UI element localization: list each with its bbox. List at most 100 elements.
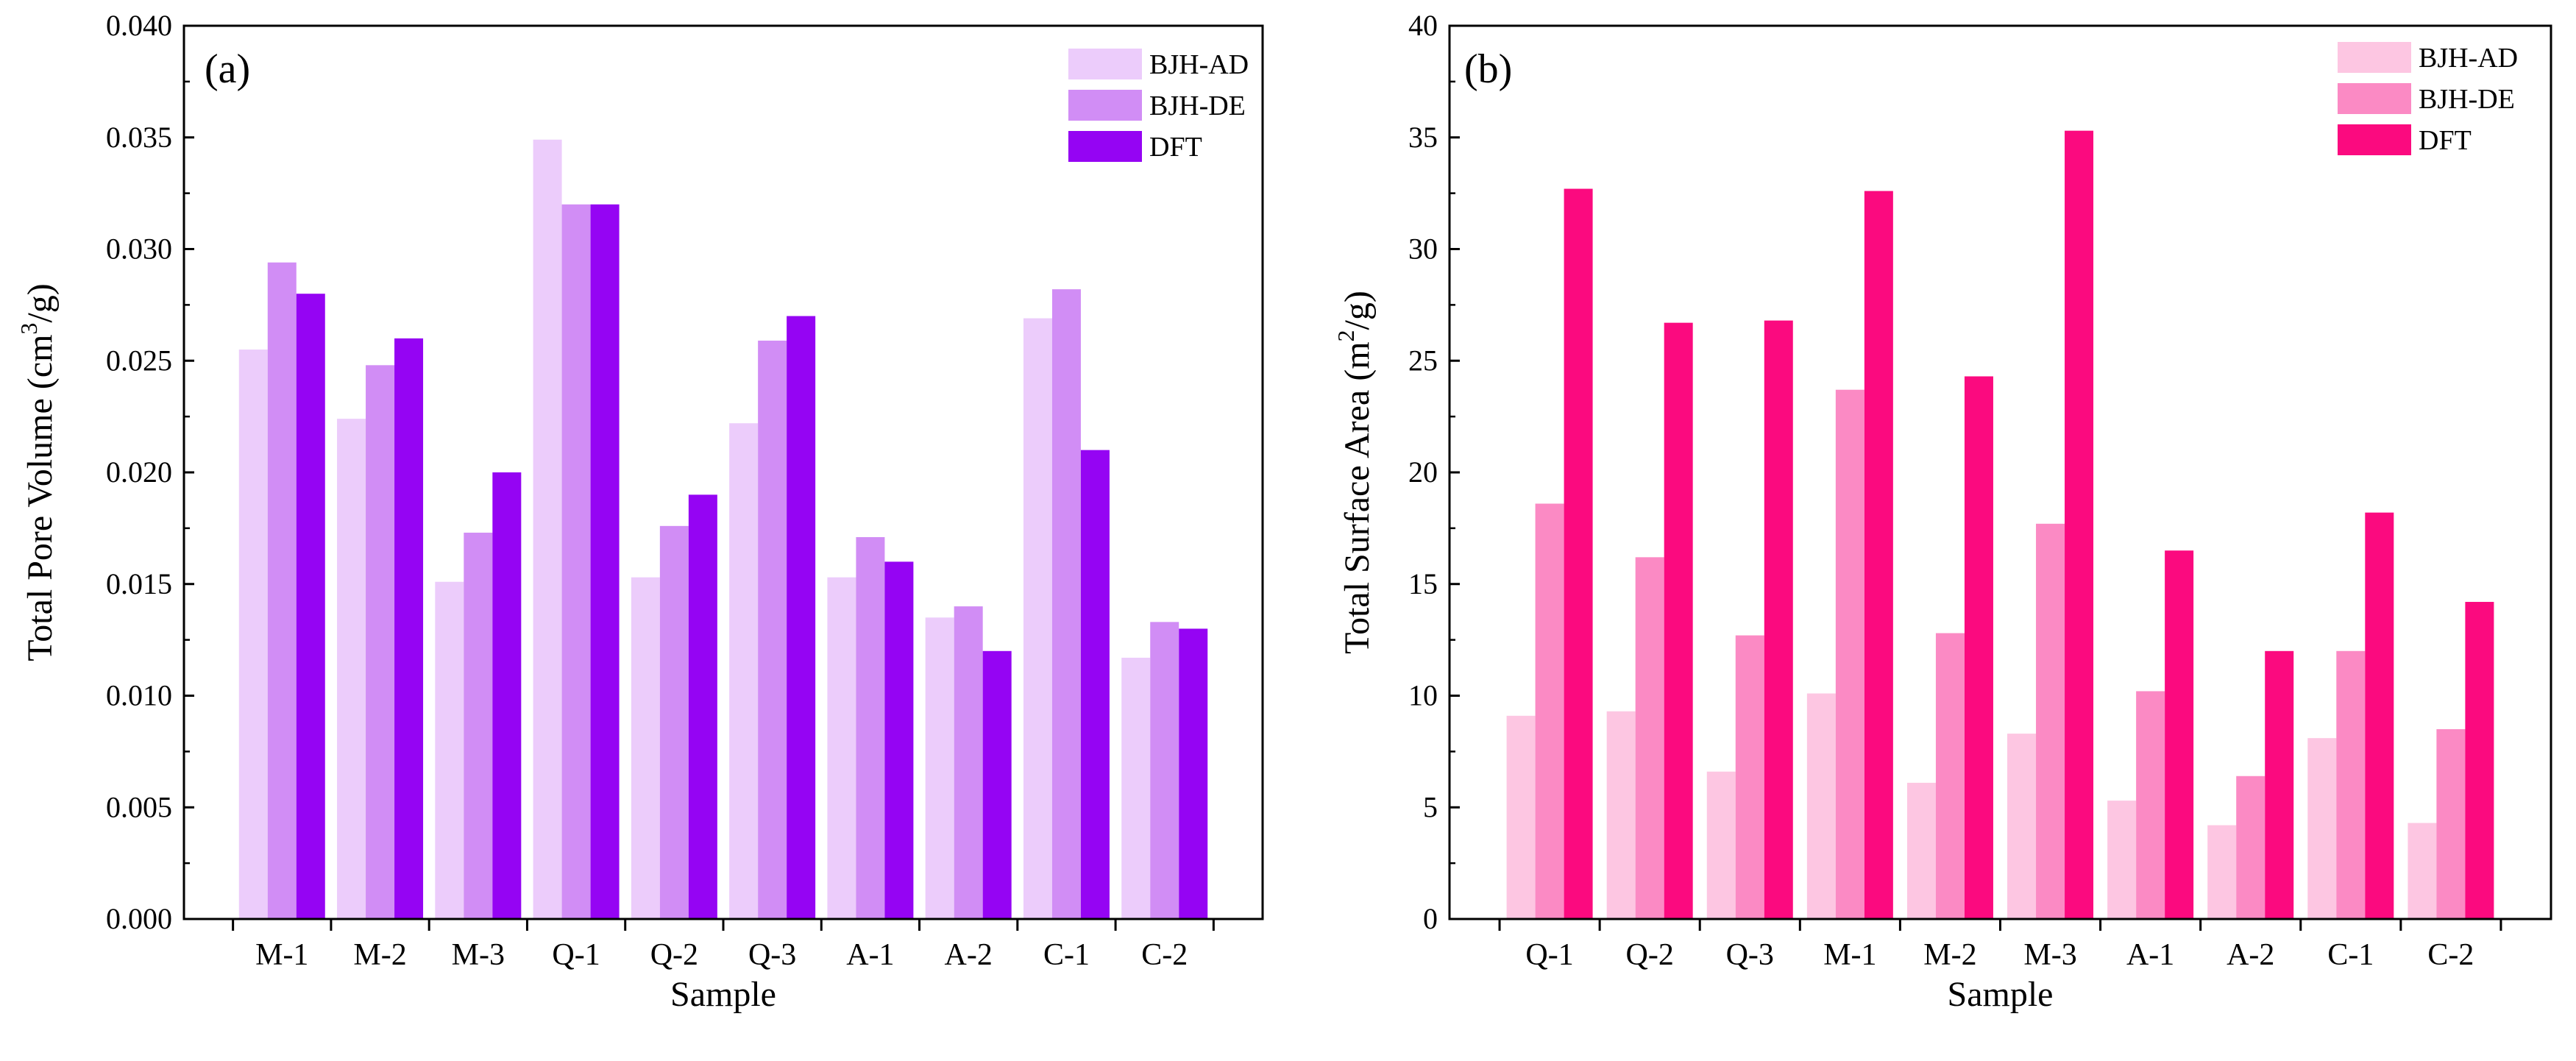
bar-dft-a-1 [2165, 550, 2194, 919]
bar-bjh-de-m-1 [267, 262, 297, 920]
y-axis-title: Total Pore Volume (cm3/g) [15, 283, 60, 661]
bar-bjh-de-q-1 [561, 204, 591, 919]
x-tick-label-m-1: M-1 [255, 938, 308, 972]
y-tick-label: 10 [1408, 679, 1438, 712]
y-axis-title-superscript: 3 [15, 323, 42, 335]
bar-bjh-ad-a-1 [2107, 801, 2137, 919]
y-axis-title-unit: /g) [21, 283, 60, 322]
y-tick-label: 30 [1408, 233, 1438, 266]
x-tick-label-q-2: Q-2 [1626, 938, 1674, 972]
bar-dft-m-1 [1864, 191, 1893, 920]
bar-bjh-de-c-2 [1150, 622, 1179, 919]
bar-bjh-ad-q-3 [1706, 771, 1736, 919]
legend-label-bjh-de: BJH-DE [1149, 91, 1246, 121]
legend: BJH-AD BJH-DE DFT [2338, 42, 2518, 156]
legend-label-dft: DFT [1149, 132, 1202, 163]
bar-bjh-de-q-1 [1535, 503, 1564, 919]
legend-label-dft: DFT [2419, 125, 2472, 156]
panel-label: (b) [1464, 46, 1512, 92]
bar-bjh-ad-m-3 [2007, 734, 2037, 919]
bar-bjh-de-c-1 [1051, 289, 1081, 919]
bar-dft-c-1 [2365, 512, 2394, 919]
bar-bjh-ad-a-1 [827, 577, 856, 919]
y-axis-title-main: Total Pore Volume (cm [21, 335, 60, 661]
x-tick-label-q-3: Q-3 [748, 938, 796, 972]
bar-bjh-de-q-2 [1635, 557, 1664, 919]
x-tick-label-c-1: C-1 [2327, 938, 2374, 972]
y-tick-label: 0.025 [106, 344, 172, 377]
bar-bjh-de-m-3 [2036, 523, 2065, 919]
legend-swatch-bjh-de [2338, 83, 2411, 114]
bar-bjh-ad-c-1 [2307, 738, 2337, 919]
bar-dft-q-1 [590, 204, 620, 919]
bar-bjh-ad-q-2 [1606, 711, 1636, 919]
x-tick-label-c-2: C-2 [1141, 938, 1188, 972]
y-axis-title-superscript: 2 [1333, 330, 1359, 341]
bar-dft-m-3 [2065, 130, 2094, 919]
y-tick-label: 40 [1408, 9, 1438, 42]
legend-swatch-bjh-ad [2338, 42, 2411, 73]
y-tick-label: 20 [1408, 455, 1438, 489]
bar-bjh-de-c-1 [2336, 650, 2366, 919]
bar-dft-m-3 [492, 472, 522, 919]
bar-bjh-ad-q-1 [533, 139, 562, 919]
legend-swatch-bjh-de [1068, 90, 1142, 121]
bar-dft-m-2 [394, 338, 424, 919]
y-tick-label: 25 [1408, 344, 1438, 377]
y-tick-label: 0.030 [106, 233, 172, 266]
y-tick-label: 0.020 [106, 455, 172, 489]
x-tick-label-q-2: Q-2 [650, 938, 698, 972]
bar-bjh-ad-m-2 [337, 419, 366, 919]
bar-bjh-ad-m-2 [1906, 782, 1936, 919]
x-tick-label-c-1: C-1 [1043, 938, 1090, 972]
x-axis-title: Sample [670, 975, 776, 1014]
bar-bjh-de-a-1 [856, 537, 885, 919]
y-tick-label: 0.005 [106, 790, 172, 823]
panel-a: 0.000 0.005 0.010 0.015 0.020 0.025 0.030 0.035… [15, 9, 1264, 1014]
y-axis-title-main: Total Surface Area (m [1338, 341, 1377, 653]
x-tick-label-q-3: Q-3 [1726, 938, 1774, 972]
x-tick-label-m-2: M-2 [353, 938, 406, 972]
bar-dft-c-2 [1179, 628, 1208, 919]
x-tick-label-a-1: A-1 [2126, 938, 2174, 972]
x-tick-label-a-1: A-1 [846, 938, 894, 972]
x-tick-label-q-1: Q-1 [552, 938, 600, 972]
bar-bjh-de-m-2 [366, 365, 395, 919]
y-tick-label: 0 [1423, 902, 1438, 935]
y-tick-label: 0.035 [106, 121, 172, 154]
bar-bjh-ad-a-2 [925, 617, 954, 919]
legend-label-bjh-ad: BJH-AD [2419, 43, 2518, 74]
bar-bjh-ad-m-1 [1806, 693, 1836, 919]
legend-swatch-bjh-ad [1068, 49, 1142, 79]
bar-dft-m-1 [296, 294, 325, 919]
x-axis-title: Sample [1948, 975, 2054, 1014]
x-tick-label-m-1: M-1 [1823, 938, 1876, 972]
panel-b: 0 5 10 15 20 25 30 35 40 Q-1 Q-2 Q-3 M-1 M-2 M-3 A-1 A-2… [1333, 9, 2552, 1014]
bar-bjh-de-a-2 [954, 606, 983, 919]
bar-bjh-de-c-2 [2436, 729, 2466, 919]
bar-bjh-de-a-2 [2236, 776, 2265, 919]
legend: BJH-AD BJH-DE DFT [1068, 49, 1249, 163]
bar-bjh-ad-c-2 [2408, 823, 2437, 919]
legend-label-bjh-de: BJH-DE [2419, 84, 2515, 115]
bar-bjh-ad-q-2 [631, 577, 660, 919]
x-tick-label-q-1: Q-1 [1525, 938, 1573, 972]
legend-swatch-dft [1068, 131, 1142, 162]
bar-dft-c-1 [1080, 450, 1110, 919]
bar-dft-q-2 [688, 494, 717, 919]
x-tick-label-c-2: C-2 [2427, 938, 2474, 972]
x-tick-label-m-3: M-3 [452, 938, 505, 972]
bar-dft-m-2 [1964, 376, 1993, 919]
x-tick-label-a-2: A-2 [2226, 938, 2274, 972]
bar-dft-c-2 [2465, 602, 2494, 919]
bar-bjh-ad-a-2 [2207, 825, 2237, 919]
x-tick-label-a-2: A-2 [945, 938, 993, 972]
bar-dft-a-2 [982, 650, 1012, 919]
legend-label-bjh-ad: BJH-AD [1149, 49, 1249, 80]
bar-dft-q-3 [787, 316, 816, 919]
bar-bjh-ad-q-3 [729, 423, 759, 919]
y-tick-label: 0.010 [106, 679, 172, 712]
y-tick-label: 35 [1408, 121, 1438, 154]
bar-bjh-ad-c-2 [1121, 657, 1151, 919]
bar-bjh-ad-c-1 [1023, 318, 1052, 920]
